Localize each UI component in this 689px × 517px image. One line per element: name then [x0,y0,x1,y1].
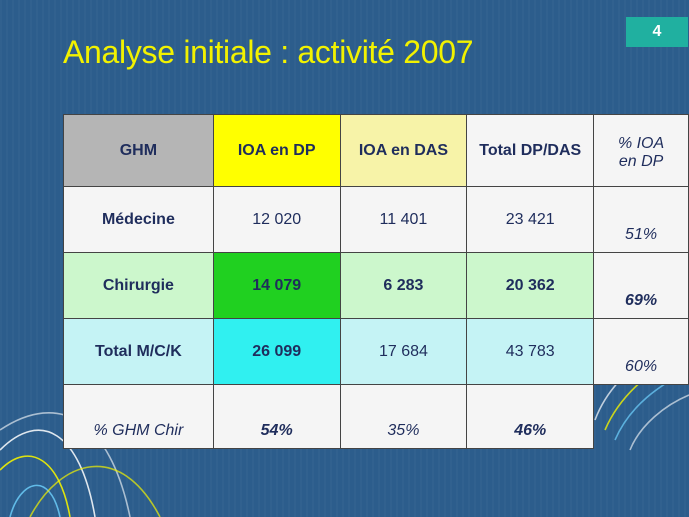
footer-label: % GHM Chir [63,384,214,449]
footer-ioa-das: 35% [339,384,468,449]
activity-table: GHM IOA en DP IOA en DAS Total DP/DAS % … [63,114,689,449]
cell-ioa-dp: 12 020 [212,186,341,253]
table-row: Chirurgie 14 079 6 283 20 362 69% [63,252,689,319]
cell-ioa-das: 11 401 [339,186,468,253]
table-row: Médecine 12 020 11 401 23 421 51% [63,186,689,253]
header-ioa-dp: IOA en DP [212,114,341,187]
cell-ioa-dp: 14 079 [212,252,341,319]
header-ghm: GHM [63,114,214,187]
header-pct-ioa: % IOA en DP [593,114,689,187]
slide-title: Analyse initiale : activité 2007 [63,34,474,70]
cell-pct: 60% [593,318,689,385]
table-header-row: GHM IOA en DP IOA en DAS Total DP/DAS % … [63,114,689,187]
cell-total: 43 783 [466,318,595,385]
footer-ioa-dp: 54% [212,384,341,449]
footer-empty-cell [594,385,689,449]
cell-ioa-das: 6 283 [339,252,468,319]
header-ioa-das: IOA en DAS [339,114,468,187]
header-pct-ioa-line2: en DP [618,152,664,170]
header-pct-ioa-line1: % IOA [617,134,665,152]
row-label: Chirurgie [63,252,214,319]
slide-number-badge: 4 [626,17,688,47]
cell-total: 20 362 [466,252,595,319]
cell-ioa-das: 17 684 [339,318,468,385]
cell-total: 23 421 [466,186,595,253]
row-label: Médecine [63,186,214,253]
cell-ioa-dp: 26 099 [212,318,341,385]
row-label: Total M/C/K [63,318,214,385]
table-footer-row: % GHM Chir 54% 35% 46% [63,384,689,449]
header-total: Total DP/DAS [466,114,595,187]
cell-pct: 69% [593,252,689,319]
table-row: Total M/C/K 26 099 17 684 43 783 60% [63,318,689,385]
cell-pct: 51% [593,186,689,253]
footer-total: 46% [466,384,595,449]
